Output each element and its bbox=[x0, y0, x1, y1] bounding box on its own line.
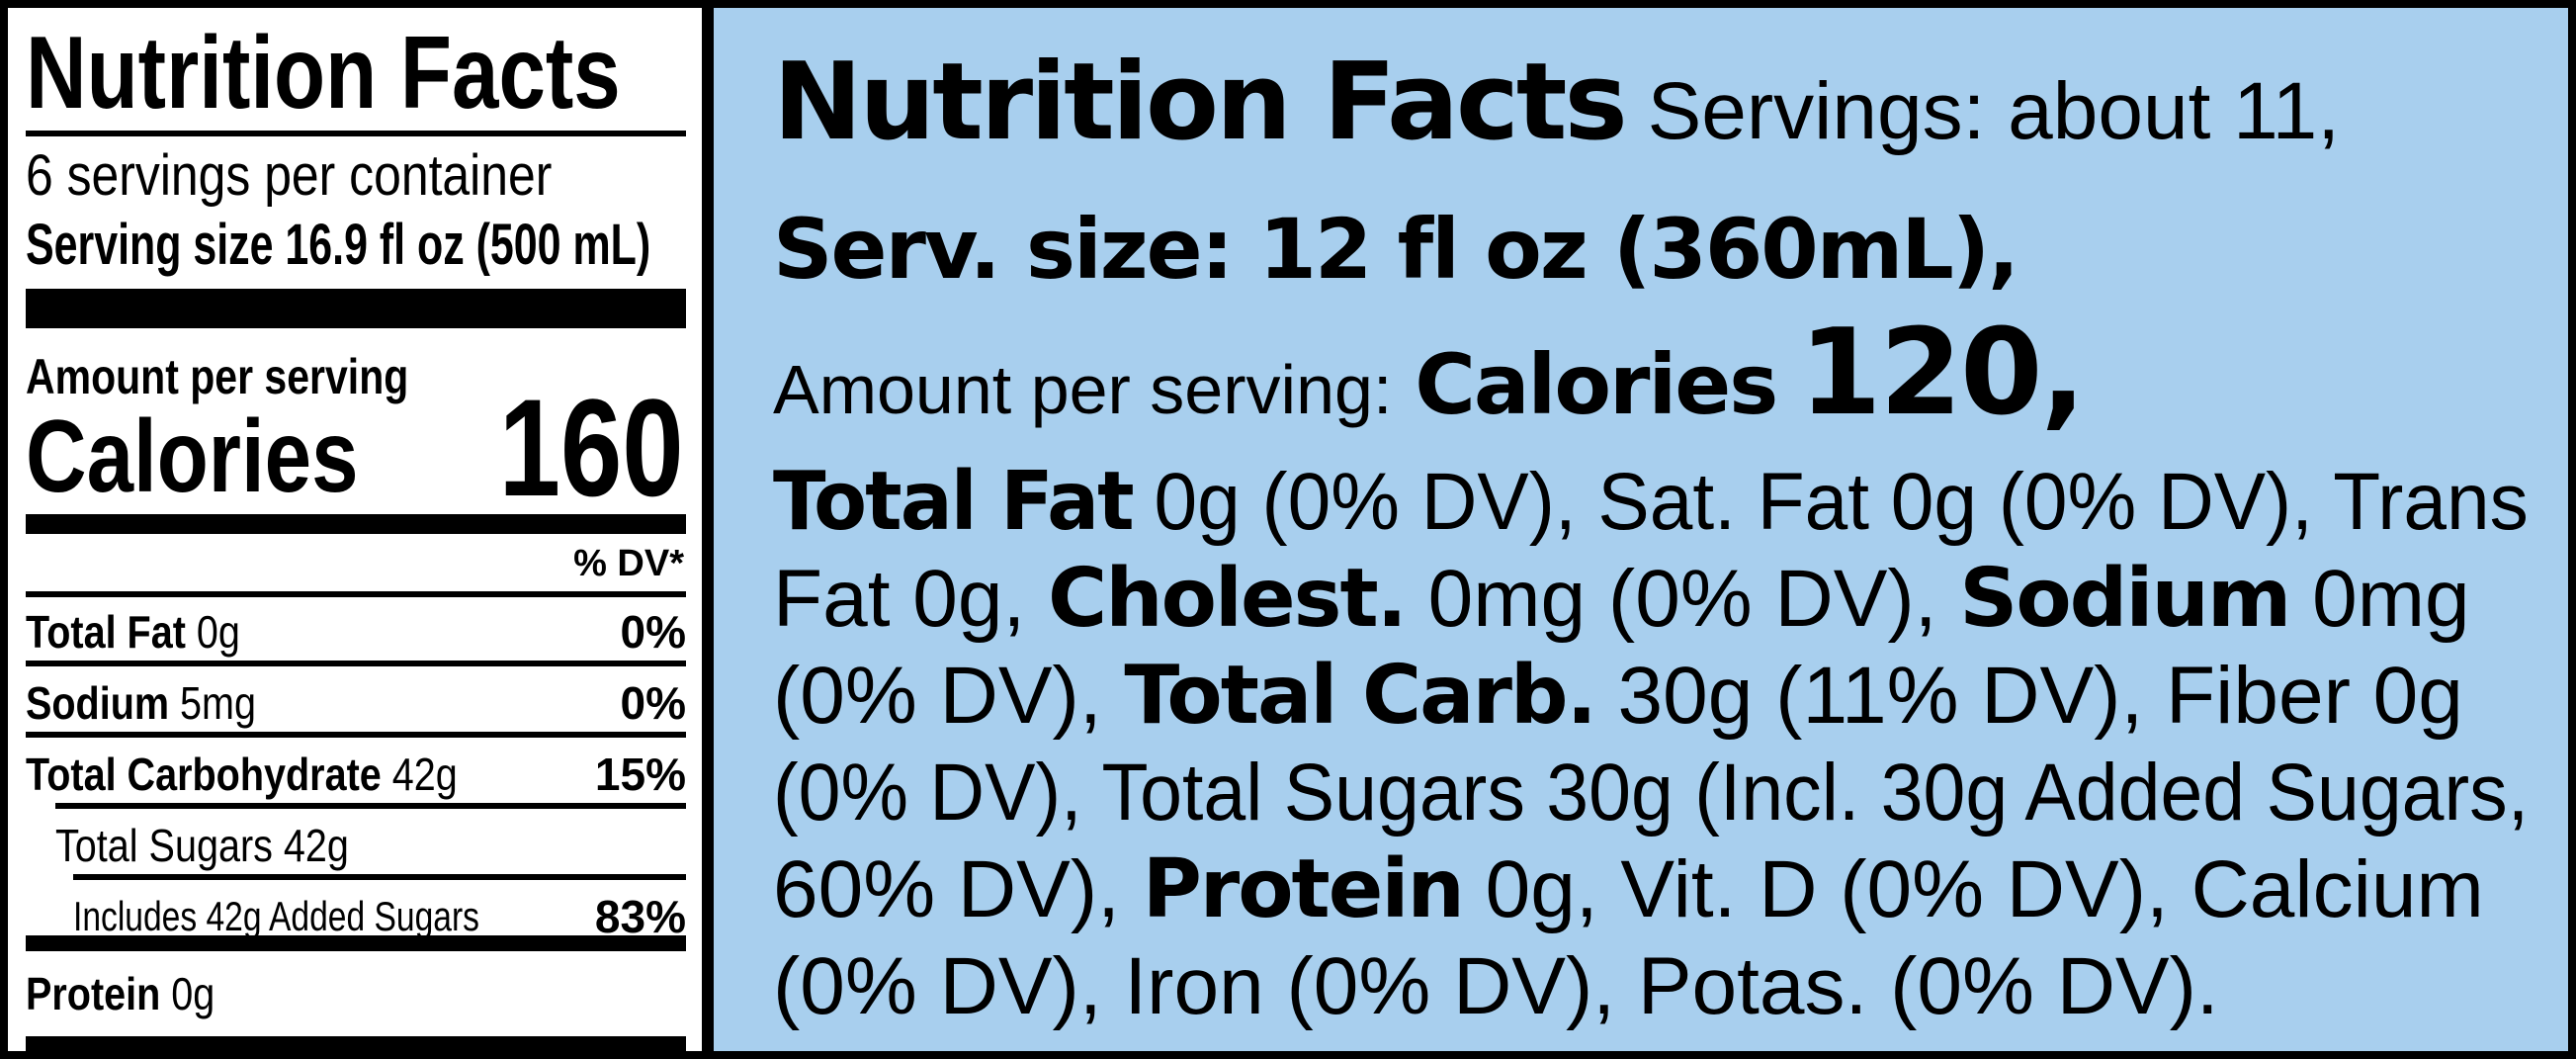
row-divider bbox=[26, 732, 686, 738]
nutrient-row-sodium: Sodium 5mg 0% bbox=[26, 668, 686, 738]
nutrient-row-added-sugars: Includes 42g Added Sugars 83% bbox=[26, 882, 686, 951]
nutrient-text: 0g (0% DV), Sat. Fat 0g (0% DV), Trans bbox=[1132, 457, 2529, 547]
amount-per-serving: Amount per serving: bbox=[773, 351, 1393, 428]
nutrient-text: (0% DV), Total Sugars 30g (Incl. 30g Add… bbox=[773, 748, 2530, 838]
nutrient-text: (0% DV), bbox=[773, 651, 1125, 741]
row-divider bbox=[73, 874, 686, 880]
nutrient-name: Protein bbox=[1142, 842, 1465, 936]
label-title: Nutrition Facts bbox=[26, 16, 621, 131]
calories-value: 120, bbox=[1799, 305, 2086, 442]
nutrient-name: Includes 42g Added Sugars bbox=[73, 893, 479, 939]
nutrient-text: 60% DV), bbox=[773, 844, 1143, 934]
nutrient-text: 0mg (0% DV), bbox=[1405, 554, 1960, 644]
servings: Servings: about 11, bbox=[1647, 66, 2341, 156]
nutrient-name: Sodium bbox=[1959, 552, 2291, 646]
nutrient-name: Sodium bbox=[26, 677, 170, 729]
nutrient-text: Fat 0g, bbox=[773, 554, 1049, 644]
label-title: Nutrition Facts bbox=[773, 41, 1628, 164]
nutrient-line: (0% DV), Total Carb. 30g (11% DV), Fiber… bbox=[773, 649, 2463, 744]
nutrient-amount: 5mg bbox=[180, 677, 257, 729]
nutrient-row-total-fat: Total Fat 0g 0% bbox=[26, 597, 686, 666]
nutrient-row-total-sugars: Total Sugars 42g bbox=[26, 811, 686, 880]
nutrient-dv: 83% bbox=[594, 891, 686, 942]
standard-nutrition-label: Nutrition Facts 6 servings per container… bbox=[8, 8, 702, 1051]
nutrient-name: Total Carbohydrate bbox=[26, 749, 382, 800]
nutrient-amount: 0g bbox=[171, 968, 215, 1019]
calories-line: Amount per serving: Calories 120, bbox=[773, 314, 2086, 437]
divider bbox=[26, 591, 686, 597]
nutrient-name: Protein bbox=[26, 968, 161, 1019]
nutrient-line: (0% DV), Total Sugars 30g (Incl. 30g Add… bbox=[773, 746, 2529, 840]
nutrient-name: Total Fat bbox=[26, 606, 186, 658]
row-divider bbox=[55, 803, 686, 809]
nutrient-line: Fat 0g, Cholest. 0mg (0% DV), Sodium 0mg bbox=[773, 552, 2470, 647]
nutrient-text: 30g (11% DV), Fiber 0g bbox=[1594, 651, 2463, 741]
serving-size-label: Serving size bbox=[26, 213, 274, 277]
divider bbox=[26, 131, 686, 136]
servings-per-container: 6 servings per container bbox=[26, 143, 553, 208]
serving-size-value: 16.9 fl oz (500 mL) bbox=[285, 213, 651, 277]
nutrient-name: Total Fat bbox=[773, 455, 1135, 549]
nutrient-text: 0g, Vit. D (0% DV), Calcium bbox=[1462, 844, 2484, 934]
serving-size: Serv. size: 12 fl oz (360mL), bbox=[773, 201, 2019, 298]
amount-per-serving: Amount per serving bbox=[26, 349, 409, 404]
nutrient-name: Cholest. bbox=[1048, 552, 1408, 646]
thick-divider bbox=[26, 289, 686, 328]
nutrient-text: (0% DV), Iron (0% DV), Potas. (0% DV). bbox=[773, 941, 2219, 1031]
nutrient-dv: 0% bbox=[620, 606, 686, 658]
calories-label: Calories bbox=[1415, 336, 1778, 433]
linear-nutrition-label: Nutrition Facts Servings: about 11, Serv… bbox=[714, 8, 2568, 1051]
linear-title-line: Nutrition Facts Servings: about 11, bbox=[773, 49, 2341, 159]
row-divider bbox=[26, 935, 686, 951]
bottom-divider bbox=[26, 1036, 686, 1051]
nutrient-row-protein: Protein 0g bbox=[26, 959, 686, 1028]
nutrient-dv: 15% bbox=[594, 749, 686, 800]
nutrient-line: (0% DV), Iron (0% DV), Potas. (0% DV). bbox=[773, 939, 2219, 1034]
nutrient-row-total-carbohydrate: Total Carbohydrate 42g 15% bbox=[26, 740, 686, 809]
calories-value: 160 bbox=[499, 370, 684, 525]
nutrient-name: Total Carb. bbox=[1124, 649, 1596, 743]
nutrient-text: 0mg bbox=[2289, 554, 2470, 644]
daily-value-header: % DV* bbox=[573, 543, 684, 584]
row-divider bbox=[26, 661, 686, 666]
nutrient-line: 60% DV), Protein 0g, Vit. D (0% DV), Cal… bbox=[773, 842, 2484, 937]
medium-divider bbox=[26, 514, 686, 534]
nutrient-name: Total Sugars 42g bbox=[55, 820, 349, 871]
serving-size: Serving size 16.9 fl oz (500 mL) bbox=[26, 214, 650, 277]
nutrient-amount: 42g bbox=[391, 749, 458, 800]
nutrient-amount: 0g bbox=[196, 606, 240, 658]
nutrient-dv: 0% bbox=[620, 677, 686, 729]
nutrient-line: Total Fat 0g (0% DV), Sat. Fat 0g (0% DV… bbox=[773, 455, 2529, 550]
calories-label: Calories bbox=[26, 399, 359, 514]
